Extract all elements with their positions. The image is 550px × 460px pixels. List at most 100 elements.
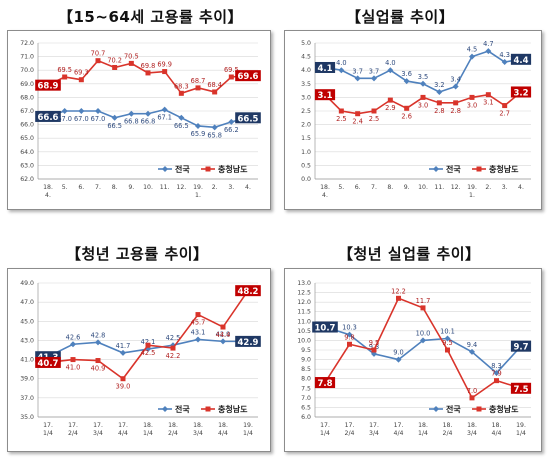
end-badge [510, 53, 532, 65]
x-tick-label: 18. [43, 184, 53, 191]
data-label: 40.7 [38, 359, 59, 369]
data-label: 9.7 [513, 343, 528, 353]
data-point [162, 69, 168, 75]
data-label: 2.5 [336, 115, 347, 123]
end-badge [35, 356, 61, 368]
y-tick-label: 3.5 [301, 81, 311, 88]
data-label: 66.8 [141, 118, 156, 126]
data-point [178, 90, 184, 96]
x-tick-label: 3/4 [369, 430, 379, 437]
chart-title-youth-employment: 【청년 고용률 추이】 [66, 245, 209, 263]
end-badge [510, 382, 532, 394]
data-label: 41.7 [116, 342, 131, 350]
data-label: 66.5 [238, 114, 259, 124]
y-tick-label: 41.0 [20, 357, 34, 364]
y-tick-label: 63.0 [20, 162, 34, 169]
data-point [70, 357, 76, 363]
data-point [501, 59, 508, 66]
x-tick-label: 11. [160, 184, 170, 191]
y-tick-label: 6.5 [301, 404, 311, 411]
data-label: 4.0 [336, 59, 347, 67]
y-tick-label: 8.0 [301, 376, 311, 383]
y-tick-label: 8.5 [301, 366, 311, 373]
x-tick-label: 3. [502, 184, 508, 191]
x-tick-label: 4/4 [118, 430, 128, 437]
data-point [347, 341, 352, 347]
data-point [436, 100, 442, 106]
end-badge [314, 377, 336, 389]
data-label: 4.7 [483, 40, 494, 48]
data-label: 69.5 [224, 66, 239, 74]
data-label: 70.7 [91, 50, 106, 58]
y-tick-label: 65.0 [20, 135, 34, 142]
data-point [145, 342, 151, 348]
data-label: 2.9 [385, 104, 396, 112]
y-tick-label: 1.0 [301, 149, 311, 156]
x-tick-label: 9. [404, 184, 410, 191]
data-label: 68.3 [174, 82, 189, 90]
data-point [161, 106, 168, 113]
data-point [195, 122, 201, 129]
y-tick-label: 2.5 [301, 108, 311, 115]
y-tick-label: 66.0 [20, 122, 34, 129]
data-point [469, 348, 475, 355]
x-tick-label: 18. [143, 422, 153, 429]
data-point [95, 108, 101, 114]
x-tick-label: 17. [394, 422, 404, 429]
end-badge [312, 321, 338, 333]
data-label: 10.3 [342, 324, 357, 332]
data-label: 48.2 [238, 287, 259, 297]
data-point [145, 110, 151, 117]
data-label: 3.4 [450, 76, 461, 84]
y-tick-label: 13.0 [297, 280, 311, 287]
x-tick-label: 1/4 [143, 430, 153, 437]
y-tick-label: 69.0 [20, 81, 34, 88]
data-point [371, 108, 377, 114]
data-point [95, 358, 101, 364]
x-tick-label: 3/4 [467, 430, 477, 437]
legend-label: 전국 [175, 404, 190, 414]
y-tick-label: 9.0 [301, 357, 311, 364]
y-tick-label: 45.0 [20, 318, 34, 325]
data-point [420, 80, 426, 87]
data-point [396, 295, 401, 301]
x-tick-label: 4/4 [492, 430, 502, 437]
x-tick-label: 5. [338, 184, 344, 191]
chart-frame-unemployment: 0.0 0.5 1.0 1.5 2.0 2.5 3.0 3.5 4.0 4.5 5.0 18. 4. 5.… [284, 30, 542, 210]
data-label: 9.8 [344, 333, 355, 341]
x-tick-label: 19. [467, 184, 477, 191]
data-point [485, 48, 492, 55]
data-label: 65.8 [207, 131, 222, 139]
data-label: 42.5 [166, 334, 181, 342]
x-tick-label: 2. [485, 184, 491, 191]
data-point [78, 108, 85, 114]
x-tick-label: 19. [243, 422, 253, 429]
y-tick-label: 1.5 [301, 135, 311, 142]
x-tick-label: 18. [320, 184, 330, 191]
x-tick-label: 17. [118, 422, 128, 429]
y-tick-label: 2.0 [301, 122, 311, 129]
x-tick-label: 19. [516, 422, 526, 429]
x-tick-label: 10. [143, 184, 153, 191]
data-label: 40.9 [91, 365, 106, 373]
y-tick-label: 10.0 [297, 337, 311, 344]
data-label: 4.3 [499, 51, 510, 59]
x-tick-label: 18. [418, 422, 428, 429]
data-label: 41.0 [66, 364, 81, 372]
data-label: 10.0 [416, 329, 431, 337]
data-label: 2.4 [352, 118, 363, 126]
data-point [338, 67, 345, 74]
y-tick-label: 4.5 [301, 54, 311, 61]
data-point [228, 74, 234, 80]
x-tick-label: 18. [168, 422, 178, 429]
chart-unemployment: 0.00.51.01.52.02.53.03.54.04.55.018.4.5.… [301, 40, 532, 199]
data-label: 68.7 [191, 77, 206, 85]
end-badge [235, 112, 261, 124]
data-point [355, 111, 361, 117]
data-point [95, 58, 101, 64]
x-tick-label: 19. [193, 184, 203, 191]
legend-label: 충청남도 [218, 404, 248, 414]
data-label: 69.3 [74, 69, 89, 77]
data-point [170, 345, 176, 351]
data-label: 67.1 [157, 114, 172, 122]
